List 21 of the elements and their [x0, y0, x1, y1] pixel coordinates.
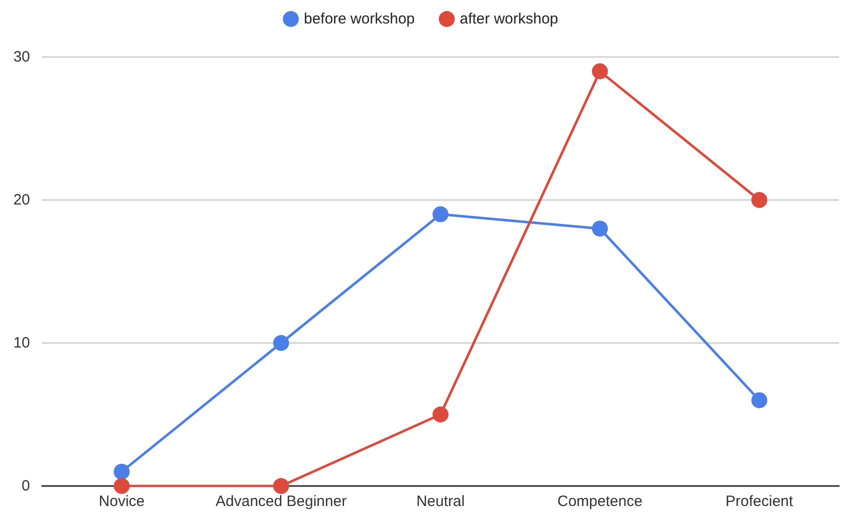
legend-label: before workshop	[304, 10, 415, 28]
y-tick-label: 20	[13, 192, 30, 208]
x-tick-label: Profecient	[726, 493, 794, 510]
point	[432, 206, 448, 222]
legend-label: after workshop	[460, 10, 558, 28]
x-tick-label: Advanced Beginner	[216, 493, 347, 510]
point	[751, 192, 768, 208]
x-tick-label: Novice	[98, 493, 145, 510]
point	[273, 478, 290, 494]
y-tick-label: 10	[13, 334, 30, 352]
point	[114, 478, 130, 494]
point	[432, 406, 448, 422]
point	[114, 464, 130, 480]
point	[592, 220, 608, 237]
point	[751, 392, 768, 408]
y-tick-label: 0	[22, 478, 30, 494]
point	[592, 63, 608, 80]
x-tick-label: Neutral	[416, 493, 465, 510]
y-tick-label: 30	[13, 48, 30, 66]
point	[273, 335, 290, 351]
x-tick-label: Competence	[557, 493, 642, 510]
